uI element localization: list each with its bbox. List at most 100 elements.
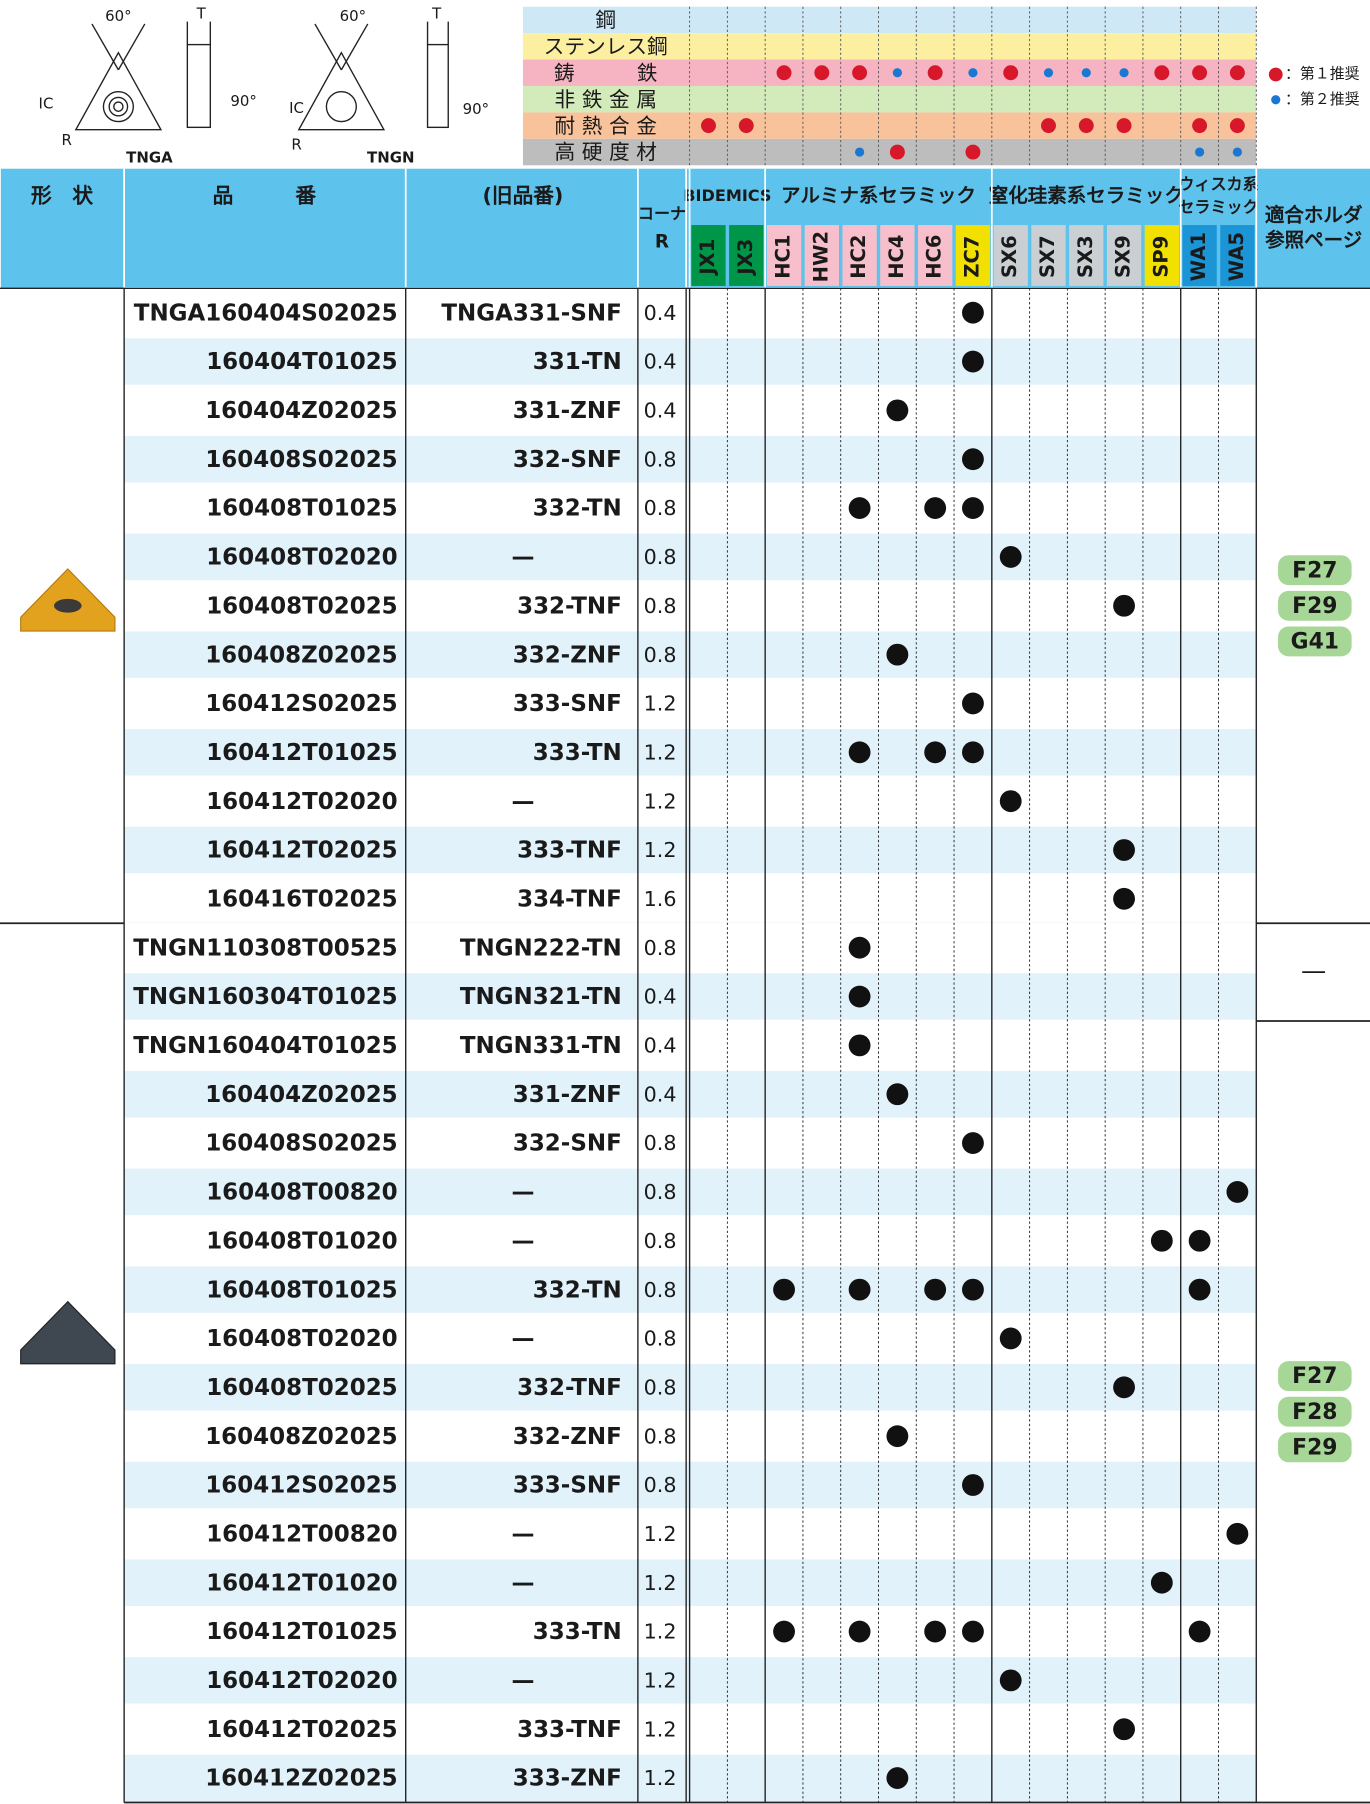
grade-header xyxy=(1182,225,1217,286)
grade-name: SX3 xyxy=(1074,235,1097,278)
corner-radius: 0.8 xyxy=(644,1278,677,1302)
corner-radius: 1.2 xyxy=(644,1717,677,1741)
old-part-number: TNGA331-SNF xyxy=(441,300,621,326)
grade-name: SP9 xyxy=(1149,236,1172,278)
corner-radius: 0.8 xyxy=(644,594,677,618)
grade-dot xyxy=(1113,594,1135,617)
diagram-name: TNGA xyxy=(126,148,173,166)
diagram-label: IC xyxy=(39,94,54,112)
grade-header xyxy=(955,225,991,286)
grade-name: WA5 xyxy=(1225,232,1248,281)
part-number: 160408S02025 xyxy=(205,1131,397,1157)
material-label: 鋳 鉄 xyxy=(554,61,657,85)
corner-radius: 0.8 xyxy=(644,447,677,471)
diagram-label: 90° xyxy=(230,92,256,110)
diagram-label: T xyxy=(431,5,442,23)
part-number: 160412T02025 xyxy=(206,838,397,864)
material-dot xyxy=(889,144,905,160)
old-part-number: 333-TN xyxy=(533,740,622,766)
diagram-name: TNGN xyxy=(367,148,414,166)
grade-dot xyxy=(1113,1376,1135,1399)
material-dot xyxy=(968,68,978,78)
part-number: 160408S02025 xyxy=(205,447,397,473)
grade-dot xyxy=(848,985,871,1008)
header-label: BIDEMICS xyxy=(683,186,771,205)
part-number: 160408T01020 xyxy=(206,1228,397,1254)
material-dot xyxy=(738,118,754,134)
header-label: セラミック xyxy=(1178,197,1258,216)
grade-dot xyxy=(886,1425,909,1448)
corner-radius: 0.4 xyxy=(644,1082,677,1106)
corner-radius: 0.8 xyxy=(644,1180,677,1204)
old-part-number: — xyxy=(511,1570,534,1596)
material-label: 耐 熱 合 金 xyxy=(554,114,657,138)
grade-dot xyxy=(1188,1278,1211,1301)
grade-header xyxy=(993,225,1028,286)
old-part-number: 333-TN xyxy=(533,1619,622,1645)
diagram-art xyxy=(74,21,449,131)
diagram-label: 60° xyxy=(340,7,366,25)
grade-header xyxy=(880,225,915,286)
old-part-number: 332-TNF xyxy=(517,593,622,619)
part-number: 160412T02020 xyxy=(206,1668,397,1694)
grade-dot xyxy=(962,301,984,324)
grade-dot xyxy=(924,741,947,764)
legend-dot xyxy=(1271,95,1281,105)
part-number: 160412T02025 xyxy=(206,1717,397,1743)
old-part-number: 333-ZNF xyxy=(513,1766,622,1792)
grade-dot xyxy=(1188,1620,1211,1643)
holder-page: F29 xyxy=(1292,594,1337,619)
header-label: 参照ページ xyxy=(1265,229,1362,252)
grade-dot xyxy=(1226,1180,1249,1203)
material-dot xyxy=(927,65,943,81)
grade-dot xyxy=(999,1327,1022,1350)
grade-dot xyxy=(924,497,947,519)
corner-radius: 1.2 xyxy=(644,838,677,862)
grade-dot xyxy=(1113,1718,1135,1741)
diagram-label: 60° xyxy=(105,7,131,25)
part-number: TNGN110308T00525 xyxy=(133,935,397,961)
corner-radius: 0.8 xyxy=(644,1375,677,1399)
grade-dot xyxy=(962,1132,984,1154)
grade-dot xyxy=(962,448,984,471)
part-number: 160412T01020 xyxy=(206,1570,397,1596)
diagram-label: IC xyxy=(289,99,304,117)
old-part-number: 332-SNF xyxy=(513,1131,622,1157)
header-label: R xyxy=(655,231,669,252)
legend-label: ：第１推奨 xyxy=(1285,64,1360,82)
material-dot xyxy=(892,68,902,78)
grade-dot xyxy=(962,692,984,715)
corner-radius: 0.8 xyxy=(644,545,677,569)
grade-header xyxy=(766,225,802,286)
grade-dot xyxy=(886,643,909,666)
old-part-number: TNGN331-TN xyxy=(460,1033,622,1059)
old-part-number: 332-TN xyxy=(533,1277,622,1303)
grade-dot xyxy=(773,1278,795,1301)
material-dot xyxy=(1195,147,1205,157)
old-part-number: 331-ZNF xyxy=(513,398,622,424)
part-number: 160404Z02025 xyxy=(205,398,397,424)
diagram-label: R xyxy=(61,131,71,149)
corner-radius: 0.4 xyxy=(644,350,677,374)
grade-dot xyxy=(1150,1229,1173,1252)
corner-radius: 1.2 xyxy=(644,692,677,716)
part-number: TNGN160304T01025 xyxy=(133,984,397,1010)
material-dot xyxy=(1043,68,1054,78)
corner-radius: 1.2 xyxy=(644,1766,677,1790)
grade-dot xyxy=(1150,1571,1173,1594)
material-dot xyxy=(1229,65,1245,81)
part-number: 160416T02025 xyxy=(206,886,397,912)
part-number: 160408T00820 xyxy=(206,1180,397,1206)
grade-header xyxy=(1069,225,1104,286)
part-number: 160408Z02025 xyxy=(205,1424,397,1450)
part-number: 160412Z02025 xyxy=(205,1766,397,1792)
header-label: コーナ xyxy=(638,204,686,223)
part-number: 160408T01025 xyxy=(206,1277,397,1303)
material-label: 鋼 xyxy=(595,8,616,32)
legend-dot xyxy=(1268,67,1283,82)
old-part-number: 332-ZNF xyxy=(513,1424,622,1450)
material-dot xyxy=(855,147,865,157)
part-number: 160408T01025 xyxy=(206,496,397,522)
holder-page: F27 xyxy=(1292,1364,1337,1389)
old-part-number: 332-ZNF xyxy=(513,642,622,668)
